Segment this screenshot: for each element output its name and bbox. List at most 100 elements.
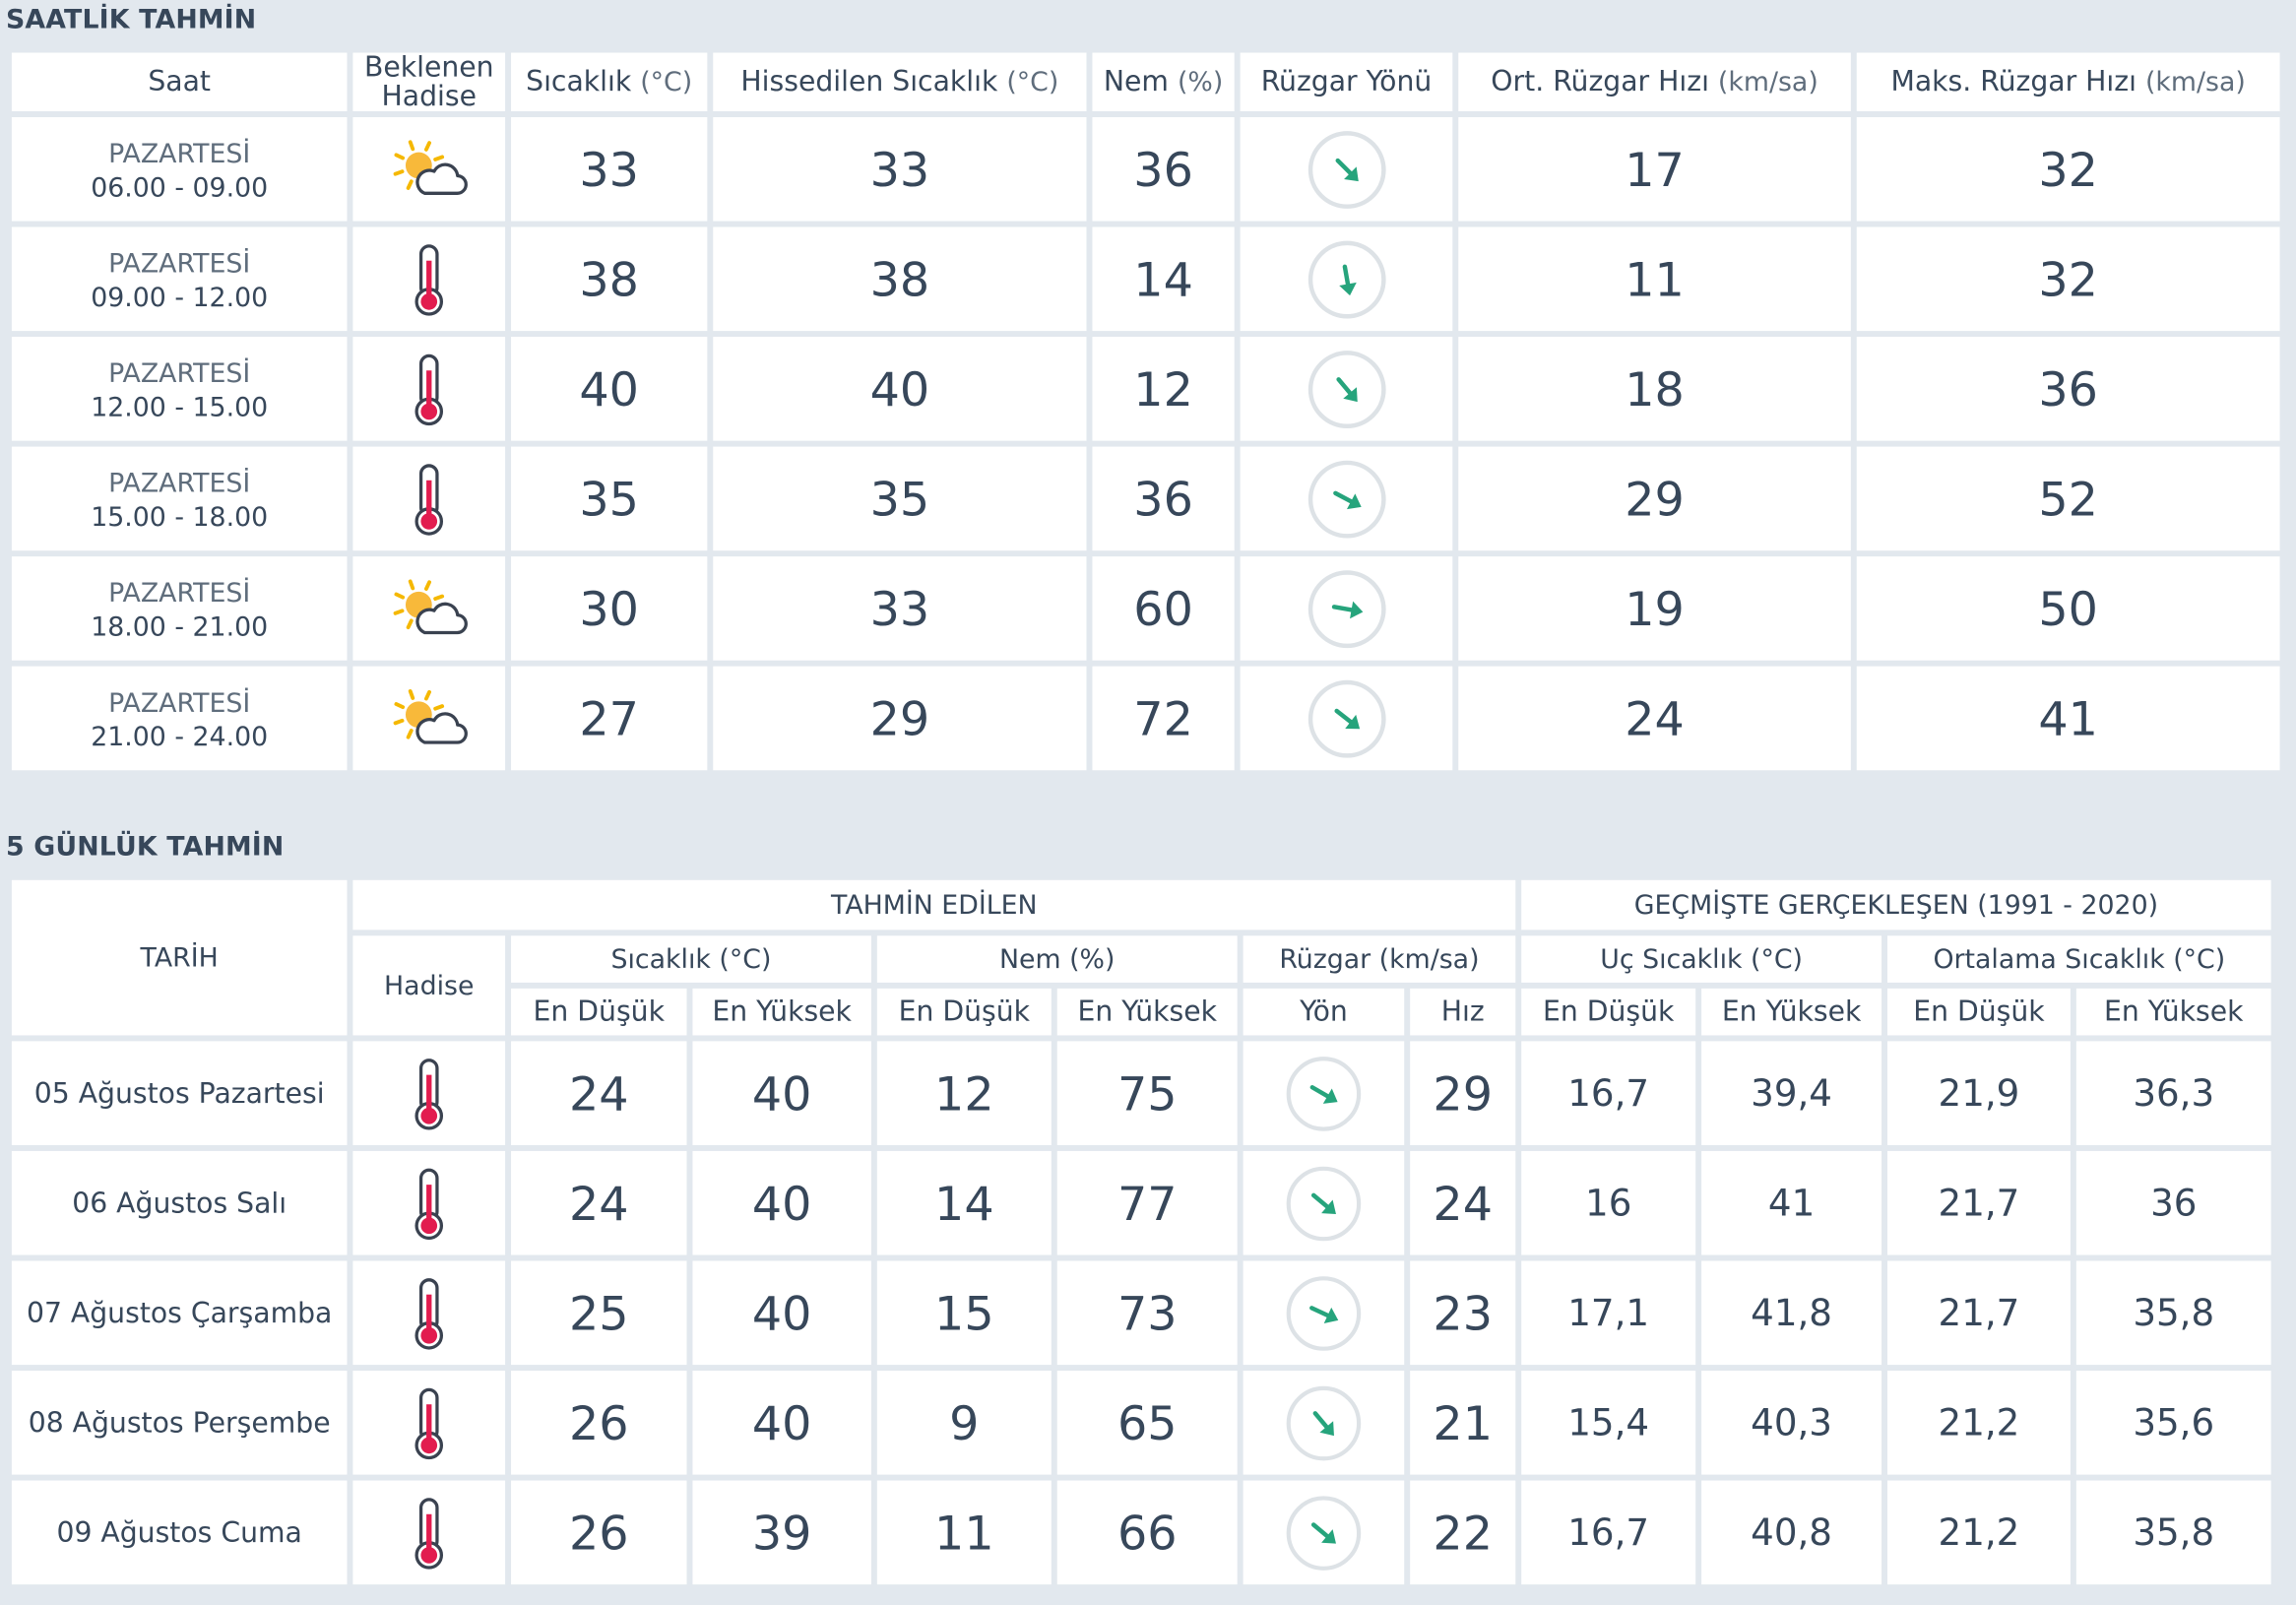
day-label: PAZARTESİ: [108, 577, 251, 609]
average-max-value: 36: [2075, 1150, 2271, 1255]
average-max-value: 35,8: [2075, 1480, 2271, 1585]
average-min-value: 21,9: [1887, 1041, 2071, 1145]
header-ext-max: En Yüksek: [1701, 988, 1882, 1036]
wind-direction-cell: [1243, 1480, 1405, 1585]
avg-wind-speed-value: 24: [1458, 666, 1851, 771]
thermometer-icon: [352, 462, 505, 535]
extreme-min-value: 16,7: [1521, 1480, 1696, 1585]
weather-icon-cell: [352, 1371, 506, 1475]
hourly-row: PAZARTESİ 15.00 - 18.00 35 35 36 29 52: [11, 446, 2280, 551]
humidity-max-value: 75: [1056, 1041, 1238, 1145]
extreme-min-value: 16: [1521, 1150, 1696, 1255]
time-slot: PAZARTESİ 18.00 - 21.00: [11, 556, 348, 661]
average-min-value: 21,7: [1887, 1150, 2071, 1255]
date-label: 06 Ağustos Salı: [11, 1150, 348, 1255]
header-maks-ruzgar: Maks. Rüzgar Hızı (km/sa): [1856, 52, 2280, 112]
day-label: PAZARTESİ: [108, 357, 251, 389]
header-yon: Yön: [1243, 988, 1405, 1036]
wind-direction-cell: [1243, 1041, 1405, 1145]
temp-min-value: 24: [511, 1150, 687, 1255]
wind-speed-value: 23: [1410, 1260, 1516, 1366]
header-hissedilen-label: Hissedilen Sıcaklık: [740, 65, 998, 97]
thermometer-icon: [352, 1276, 505, 1349]
header-sicaklik-unit: (°C): [640, 66, 693, 97]
humidity-value: 36: [1092, 116, 1235, 222]
avg-wind-speed-value: 17: [1458, 116, 1851, 222]
time-range: 18.00 - 21.00: [91, 610, 269, 643]
thermometer-icon: [352, 242, 505, 315]
header-hadise-line1: Beklenen: [363, 52, 494, 84]
header-hadise-line2: Hadise: [381, 80, 477, 112]
wind-speed-value: 22: [1410, 1480, 1516, 1585]
avg-wind-speed-value: 19: [1458, 556, 1851, 661]
wind-direction-cell: [1240, 446, 1453, 551]
wind-speed-value: 24: [1410, 1150, 1516, 1255]
hourly-forecast-table: Saat Beklenen Hadise Sıcaklık (°C) Hisse…: [6, 47, 2286, 777]
temperature-value: 30: [511, 556, 708, 661]
header-sicaklik: Sıcaklık (°C): [511, 935, 871, 983]
temp-max-value: 40: [692, 1150, 871, 1255]
partly-cloudy-icon: [352, 686, 505, 750]
header-temp-max: En Yüksek: [692, 988, 871, 1036]
header-avg-max: En Yüksek: [2075, 988, 2271, 1036]
temperature-value: 40: [511, 337, 708, 441]
header-nem-label: Nem: [1103, 65, 1169, 97]
partly-cloudy-icon: [352, 576, 505, 640]
day-label: PAZARTESİ: [108, 687, 251, 719]
temp-min-value: 26: [511, 1480, 687, 1585]
wind-speed-value: 29: [1410, 1041, 1516, 1145]
temp-max-value: 40: [692, 1260, 871, 1366]
avg-wind-speed-value: 18: [1458, 337, 1851, 441]
header-ort-ruzgar-unit: (km/sa): [1717, 66, 1818, 97]
extreme-max-value: 40,8: [1701, 1480, 1882, 1585]
header-sicaklik: Sıcaklık (°C): [511, 52, 708, 112]
header-hum-min: En Düşük: [876, 988, 1052, 1036]
avg-wind-speed-value: 29: [1458, 446, 1851, 551]
humidity-min-value: 15: [876, 1260, 1052, 1366]
time-range: 12.00 - 15.00: [91, 391, 269, 423]
weather-icon-cell: [352, 1480, 506, 1585]
humidity-min-value: 9: [876, 1371, 1052, 1475]
humidity-min-value: 14: [876, 1150, 1052, 1255]
weather-icon-cell: [352, 1150, 506, 1255]
wind-direction-icon: [1244, 1275, 1405, 1351]
header-maks-ruzgar-unit: (km/sa): [2144, 66, 2246, 97]
feels-like-value: 29: [713, 666, 1087, 771]
avg-wind-speed-value: 11: [1458, 226, 1851, 332]
temp-max-value: 39: [692, 1480, 871, 1585]
header-ruzgar: Rüzgar (km/sa): [1243, 935, 1516, 983]
header-nem-unit: (%): [1177, 66, 1224, 97]
thermometer-icon: [352, 1496, 505, 1569]
hourly-row: PAZARTESİ 18.00 - 21.00 30 33 60 19 50: [11, 556, 2280, 661]
daily-row: 09 Ağustos Cuma 26 39 11 66 22 16,7 40,8 21,2 35,…: [11, 1480, 2271, 1585]
temp-max-value: 40: [692, 1371, 871, 1475]
header-tahmin-edilen: TAHMİN EDİLEN: [352, 879, 1516, 931]
day-label: PAZARTESİ: [108, 248, 251, 280]
humidity-max-value: 65: [1056, 1371, 1238, 1475]
header-hissedilen-unit: (°C): [1006, 66, 1059, 97]
partly-cloudy-icon: [352, 137, 505, 201]
humidity-min-value: 11: [876, 1480, 1052, 1585]
humidity-min-value: 12: [876, 1041, 1052, 1145]
wind-direction-icon: [1244, 1495, 1405, 1571]
header-ort-ruzgar-label: Ort. Rüzgar Hızı: [1491, 65, 1709, 97]
humidity-max-value: 66: [1056, 1480, 1238, 1585]
extreme-max-value: 41,8: [1701, 1260, 1882, 1366]
time-slot: PAZARTESİ 06.00 - 09.00: [11, 116, 348, 222]
wind-direction-icon: [1241, 239, 1453, 318]
wind-direction-icon: [1241, 459, 1453, 538]
hourly-row: PAZARTESİ 09.00 - 12.00 38 38 14 11 32: [11, 226, 2280, 332]
wind-direction-cell: [1243, 1371, 1405, 1475]
weather-icon-cell: [352, 226, 506, 332]
daily-header-row-1: TARİH TAHMİN EDİLEN GEÇMİŞTE GERÇEKLEŞEN…: [11, 879, 2271, 1036]
weather-icon-cell: [352, 116, 506, 222]
temperature-value: 35: [511, 446, 708, 551]
weather-icon-cell: [352, 666, 506, 771]
wind-direction-icon: [1244, 1384, 1405, 1460]
hourly-row: PAZARTESİ 12.00 - 15.00 40 40 12 18 36: [11, 337, 2280, 441]
wind-direction-cell: [1243, 1260, 1405, 1366]
hourly-row: PAZARTESİ 06.00 - 09.00 33 33 36 17 32: [11, 116, 2280, 222]
header-tarih: TARİH: [11, 879, 348, 1036]
average-max-value: 35,8: [2075, 1260, 2271, 1366]
wind-direction-icon: [1241, 569, 1453, 648]
